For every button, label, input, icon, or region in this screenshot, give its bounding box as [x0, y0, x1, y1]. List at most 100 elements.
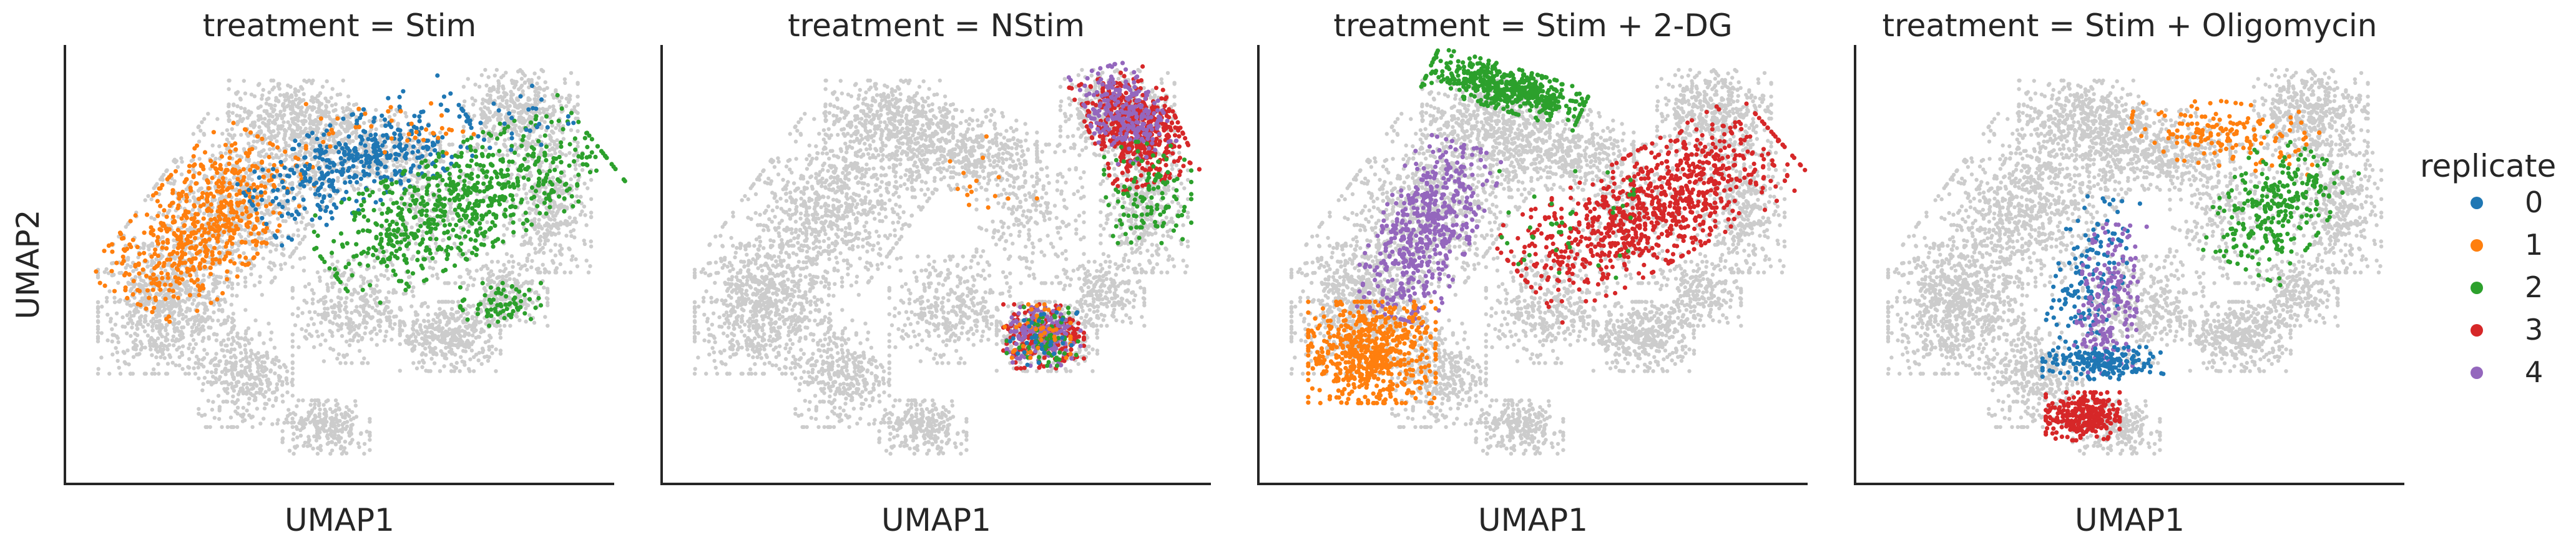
- background-point: [336, 176, 340, 180]
- background-point: [234, 362, 238, 366]
- background-point: [589, 215, 593, 219]
- background-point: [243, 366, 247, 370]
- background-point: [549, 217, 552, 221]
- background-point: [267, 91, 271, 94]
- background-point: [225, 387, 229, 390]
- background-point: [443, 315, 446, 319]
- background-point: [299, 434, 303, 438]
- background-point: [529, 236, 532, 240]
- background-point: [490, 351, 494, 355]
- background-point: [446, 300, 450, 303]
- background-point: [496, 87, 500, 91]
- background-point: [248, 355, 252, 358]
- background-point: [268, 213, 272, 217]
- background-point: [374, 127, 378, 131]
- background-point: [192, 347, 195, 350]
- background-point: [217, 144, 221, 148]
- background-point: [338, 315, 341, 318]
- background-point: [560, 247, 564, 250]
- background-point: [220, 425, 223, 429]
- background-point: [114, 346, 117, 350]
- background-point: [324, 415, 328, 418]
- background-point: [312, 322, 316, 326]
- background-point: [402, 132, 406, 136]
- background-point: [266, 209, 270, 212]
- background-point: [243, 280, 247, 283]
- background-point: [350, 184, 354, 187]
- background-point: [166, 211, 170, 215]
- background-point: [522, 282, 526, 285]
- background-point: [419, 304, 423, 308]
- background-point: [497, 105, 501, 109]
- background-point: [421, 358, 424, 362]
- background-point: [564, 153, 568, 157]
- background-point: [552, 206, 556, 210]
- background-point: [362, 121, 366, 125]
- background-point: [544, 81, 547, 84]
- background-point: [472, 322, 476, 325]
- background-point: [331, 109, 335, 112]
- background-point: [288, 449, 291, 453]
- background-point: [494, 142, 497, 145]
- background-point: [546, 324, 549, 328]
- background-point: [517, 262, 521, 266]
- background-point: [551, 113, 555, 117]
- background-point: [190, 302, 194, 305]
- background-point: [331, 348, 335, 352]
- background-point: [295, 435, 299, 439]
- background-point: [471, 333, 474, 337]
- background-point: [421, 230, 424, 234]
- background-point: [214, 380, 218, 384]
- background-point: [235, 104, 239, 108]
- background-point: [447, 317, 451, 320]
- background-point: [283, 262, 287, 265]
- background-point: [291, 345, 295, 348]
- background-point: [240, 371, 244, 375]
- background-point: [211, 282, 215, 285]
- background-point: [229, 355, 233, 359]
- background-point: [239, 106, 243, 110]
- background-point: [589, 245, 593, 249]
- background-point: [426, 319, 430, 323]
- background-point: [233, 188, 237, 192]
- background-point: [511, 260, 515, 264]
- background-point: [388, 324, 392, 328]
- background-point: [312, 345, 316, 349]
- background-point: [291, 339, 295, 343]
- background-point: [345, 283, 348, 287]
- background-point: [482, 112, 486, 116]
- background-point: [296, 345, 300, 349]
- background-point: [151, 328, 155, 332]
- background-point: [316, 127, 320, 131]
- background-point: [537, 242, 541, 246]
- background-point: [572, 235, 576, 239]
- background-point: [287, 126, 291, 130]
- background-point: [294, 93, 298, 97]
- background-point: [330, 434, 333, 438]
- background-point: [177, 322, 180, 325]
- background-point: [424, 353, 428, 357]
- background-point: [383, 308, 387, 312]
- background-point: [338, 408, 341, 411]
- background-point: [232, 375, 236, 379]
- background-point: [449, 369, 453, 373]
- background-point: [180, 325, 184, 329]
- background-point: [244, 171, 248, 175]
- background-point: [515, 193, 519, 197]
- background-point: [340, 423, 344, 426]
- background-point: [262, 416, 265, 420]
- background-point: [296, 135, 300, 139]
- background-point: [292, 249, 296, 253]
- background-point: [554, 270, 557, 274]
- background-point: [370, 330, 373, 333]
- background-point: [331, 87, 335, 91]
- background-point: [350, 298, 353, 302]
- background-point: [384, 330, 388, 333]
- background-point: [326, 436, 330, 440]
- background-point: [510, 172, 514, 176]
- background-point: [227, 382, 230, 386]
- background-point: [257, 366, 260, 370]
- background-point: [218, 407, 222, 411]
- background-point: [286, 84, 290, 87]
- background-point: [242, 413, 245, 416]
